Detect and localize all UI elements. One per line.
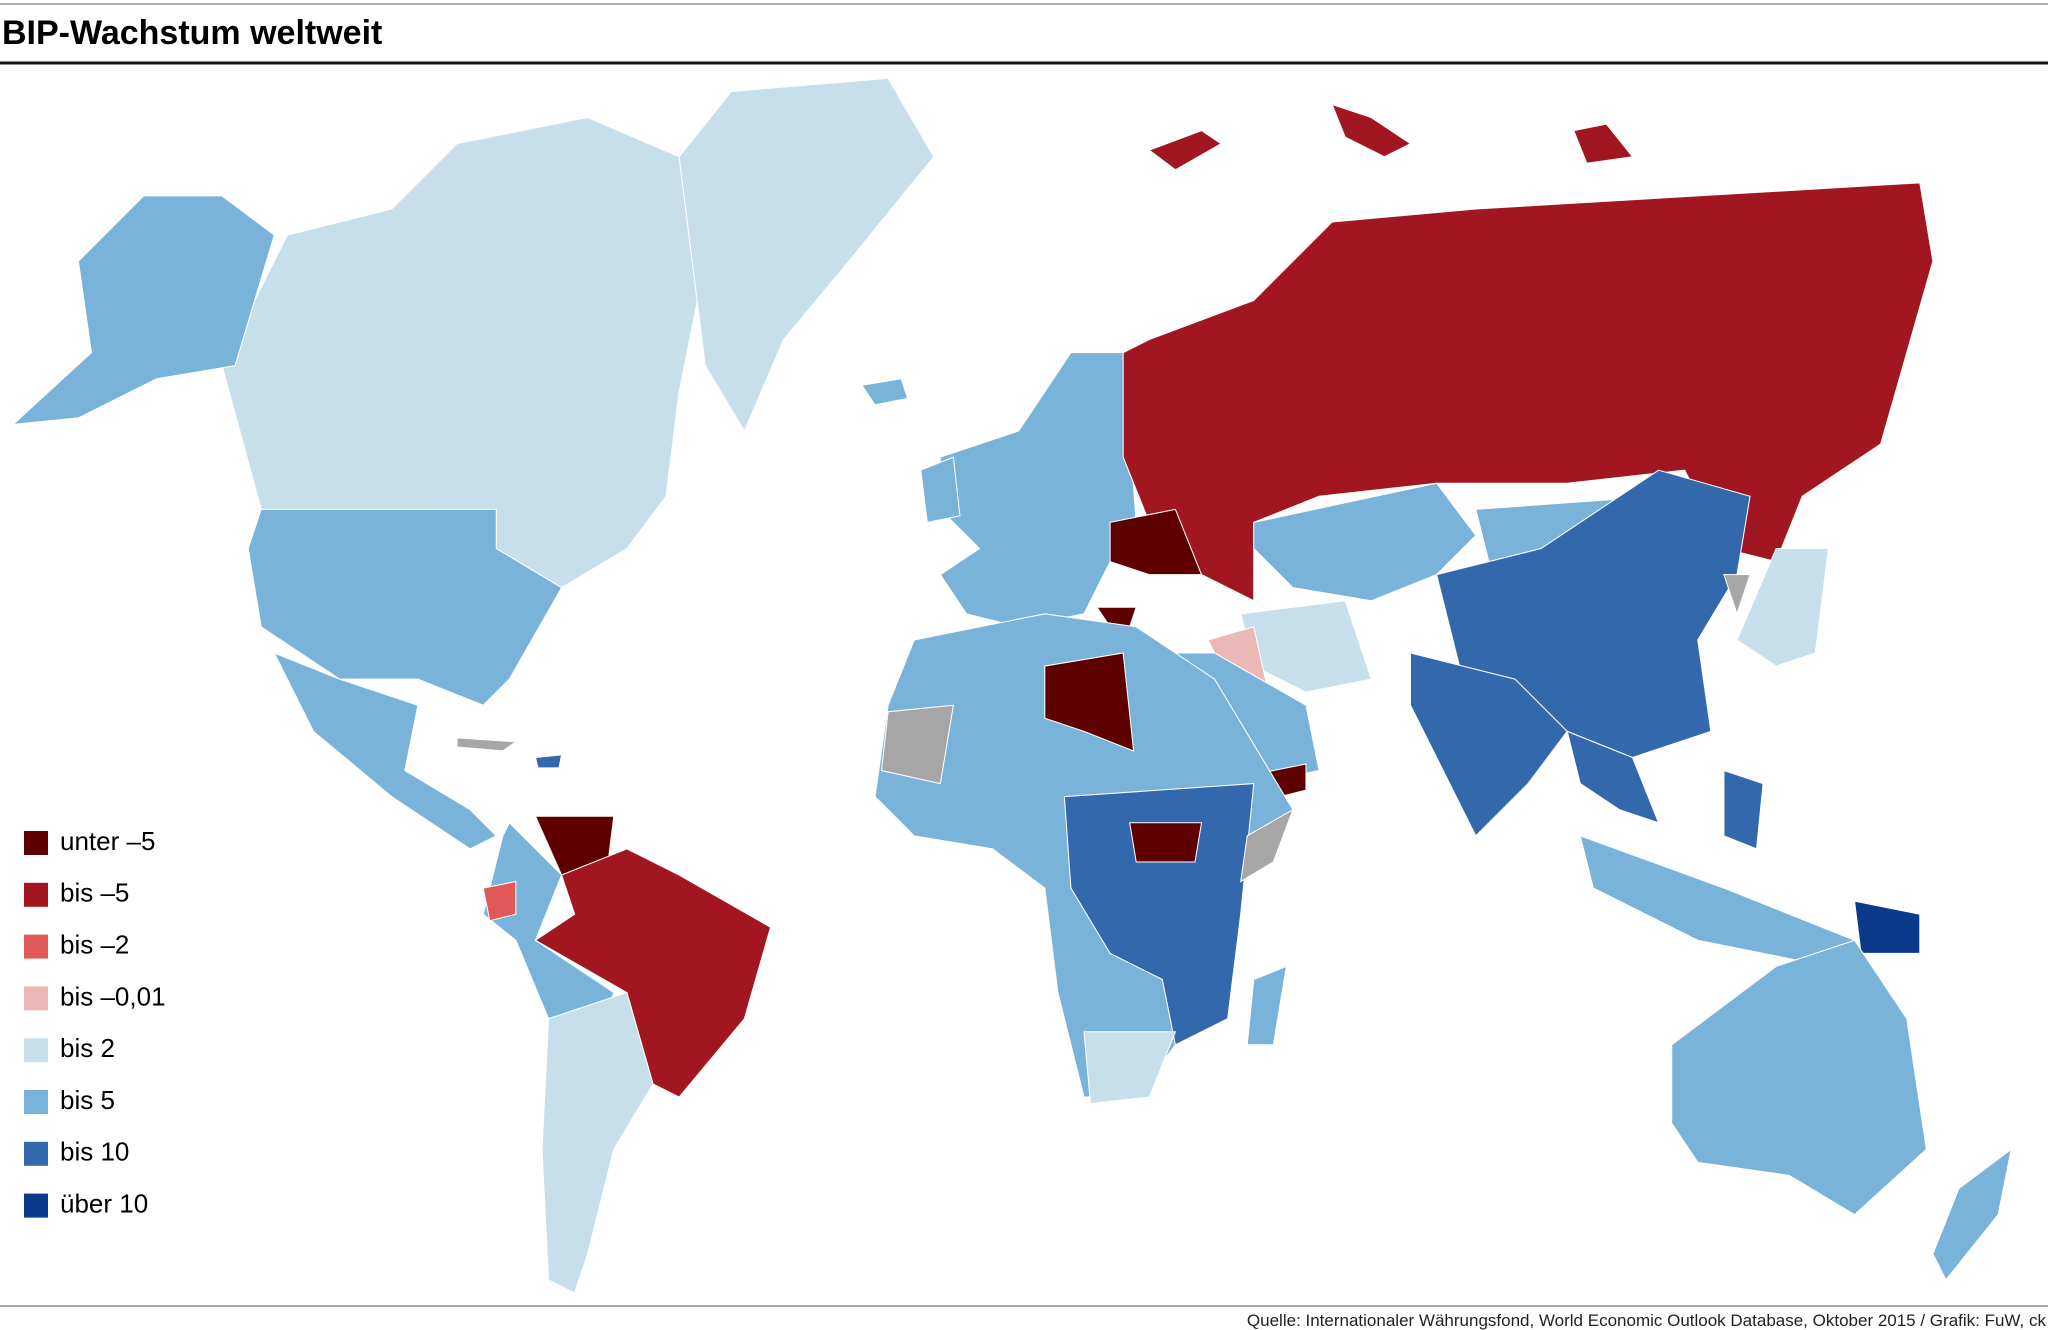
country	[1044, 652, 1135, 752]
country	[541, 991, 654, 1294]
country	[534, 848, 772, 1098]
country	[1129, 822, 1203, 863]
country	[1566, 730, 1660, 824]
legend-label: bis –0,01	[60, 981, 166, 1011]
legend-swatch	[24, 1090, 48, 1114]
legend: unter –5 bis –5 bis –2 bis –0,01 bis 2 bis 5 b…	[24, 826, 166, 1218]
legend-swatch	[24, 1193, 48, 1218]
world-map	[11, 77, 2013, 1294]
legend-swatch	[24, 1038, 48, 1063]
country	[1148, 130, 1223, 171]
country	[1853, 900, 1921, 954]
legend-swatch	[24, 986, 48, 1011]
country	[1109, 508, 1203, 576]
country	[1736, 547, 1829, 667]
country	[273, 652, 498, 850]
legend-label: bis 5	[60, 1085, 115, 1115]
country	[534, 754, 563, 769]
legend-swatch	[24, 882, 48, 907]
country	[1083, 1031, 1177, 1105]
legend-swatch	[24, 831, 48, 855]
country	[1409, 652, 1568, 837]
country	[1932, 1148, 2013, 1281]
country	[1246, 965, 1288, 1046]
legend-swatch	[24, 934, 48, 959]
country	[1579, 835, 1856, 968]
legend-label: bis –2	[60, 929, 129, 959]
country	[11, 195, 275, 426]
country	[1253, 482, 1477, 602]
country	[247, 508, 563, 706]
legend-label: bis –5	[60, 878, 129, 908]
country	[861, 378, 909, 406]
country	[939, 352, 1137, 628]
country	[678, 77, 935, 433]
legend-label: bis 2	[60, 1033, 115, 1063]
source: Quelle: Internationaler Währungsfond, Wo…	[1247, 1311, 2047, 1330]
country	[1331, 103, 1412, 158]
country	[920, 456, 961, 524]
legend-label: bis 10	[60, 1137, 129, 1167]
country	[880, 704, 955, 785]
legend-label: unter –5	[60, 826, 155, 856]
legend-label: über 10	[60, 1188, 148, 1218]
country	[1063, 783, 1255, 1046]
country	[1240, 808, 1294, 883]
country	[1573, 123, 1634, 164]
country	[1723, 769, 1764, 850]
country	[1671, 939, 1927, 1216]
country	[456, 737, 518, 752]
country	[482, 880, 517, 922]
country	[1723, 574, 1751, 616]
legend-swatch	[24, 1141, 48, 1166]
title: BIP-Wachstum weltweit	[2, 14, 382, 52]
